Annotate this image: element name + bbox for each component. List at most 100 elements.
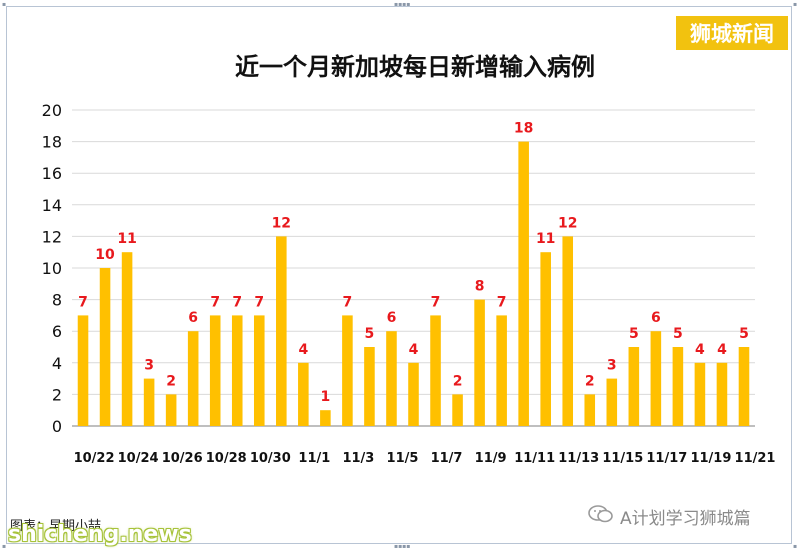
data-label: 7 [343,294,353,310]
wechat-account[interactable]: A计划学习狮城篇 [588,504,751,529]
wechat-account-label: A计划学习狮城篇 [620,509,751,529]
resize-handle-bottom-left[interactable]: ▪ [2,543,7,550]
bar-11/13 [562,236,574,426]
wechat-icon [588,504,614,529]
bar-10/25 [143,378,155,426]
chart-title: 近一个月新加坡每日新增输入病例 [235,53,595,81]
y-tick-label: 2 [52,385,62,404]
data-label: 11 [117,231,136,247]
x-tick-label: 11/11 [514,451,555,466]
bar-11/10 [496,315,507,426]
x-tick-label: 11/19 [690,451,731,466]
y-axis-ticks: 0 2 4 6 8 10 12 14 16 18 20 [42,101,62,436]
bar-11/14 [584,394,596,426]
y-tick-label: 12 [42,227,62,246]
y-tick-label: 0 [52,417,62,436]
y-tick-label: 18 [42,133,62,152]
bar-10/27 [187,331,199,426]
x-axis-ticks: 10/22 10/24 10/26 10/28 10/30 11/1 11/3 11/5 11/… [74,451,776,466]
data-label: 6 [188,310,198,326]
bar-10/22 [77,315,89,426]
resize-handle-top[interactable]: ▪▪▪▪ [394,1,411,8]
chart-frame [6,6,792,544]
data-label: 7 [497,294,507,310]
data-label: 2 [166,373,176,389]
y-tick-label: 4 [52,354,62,373]
bar-10/23 [99,268,111,426]
bar-10/24 [121,252,133,426]
data-label: 10 [95,247,115,263]
y-tick-label: 6 [52,322,62,341]
x-tick-label: 10/26 [162,451,203,466]
data-label: 5 [673,326,683,342]
y-tick-label: 20 [42,101,62,120]
data-label: 11 [536,231,555,247]
data-label: 2 [585,373,595,389]
data-label: 3 [607,358,617,374]
data-label: 6 [387,310,397,326]
resize-handle-top-right[interactable]: ▪ [793,1,798,8]
bar-10/28 [209,315,221,426]
bar-11/2 [320,410,331,426]
data-label: 6 [651,310,661,326]
bar-11/6 [408,362,419,426]
brand-badge: 狮城新闻 [676,16,788,50]
bar-10/30 [253,315,265,426]
y-tick-label: 10 [42,259,62,278]
data-label: 8 [475,279,485,295]
bar-11/18 [672,347,684,426]
data-label: 5 [629,326,639,342]
x-tick-label: 10/28 [206,451,247,466]
data-label: 1 [320,389,330,405]
bar-11/4 [364,347,375,426]
resize-handle-bottom[interactable]: ▪▪▪▪ [394,543,411,550]
data-label: 7 [431,294,441,310]
bar-11/5 [386,331,397,426]
bar-11/20 [716,362,728,426]
bar-11/17 [650,331,662,426]
y-tick-label: 8 [52,291,62,310]
bar-11/8 [452,394,463,426]
x-tick-label: 11/5 [387,451,419,466]
bar-11/9 [474,299,485,426]
data-label: 7 [210,294,220,310]
x-tick-label: 10/30 [250,451,291,466]
bar-11/11 [518,141,529,426]
resize-handle-bottom-right[interactable]: ▪ [793,543,798,550]
data-label: 18 [514,121,533,137]
data-label: 5 [365,326,375,342]
chart-caption: 图表：早期小喆 [10,519,102,534]
bar-11/1 [298,362,309,426]
x-tick-label: 10/22 [74,451,115,466]
data-label: 12 [272,215,291,231]
data-label: 7 [232,294,242,310]
x-tick-label: 11/15 [602,451,643,466]
y-tick-label: 14 [42,196,62,215]
bar-10/29 [231,315,243,426]
data-label: 4 [409,342,419,358]
data-label: 4 [717,342,727,358]
bar-11/12 [540,252,551,426]
data-label: 7 [254,294,264,310]
x-tick-label: 11/7 [431,451,463,466]
data-label: 4 [695,342,705,358]
bar-10/26 [165,394,177,426]
y-tick-label: 16 [42,164,62,183]
x-tick-label: 11/9 [475,451,507,466]
data-label: 12 [558,215,577,231]
bar-11/19 [694,362,706,426]
bar-11/21 [738,347,750,426]
data-label: 3 [144,358,154,374]
data-label: 5 [739,326,749,342]
bar-11/7 [430,315,441,426]
x-tick-label: 11/17 [646,451,687,466]
bar-11/15 [606,378,618,426]
x-tick-label: 11/21 [735,451,776,466]
resize-handle-top-left[interactable]: ▪ [2,1,7,8]
data-label: 4 [298,342,308,358]
x-tick-label: 11/1 [298,451,330,466]
data-label: 2 [453,373,463,389]
bars [77,141,750,426]
